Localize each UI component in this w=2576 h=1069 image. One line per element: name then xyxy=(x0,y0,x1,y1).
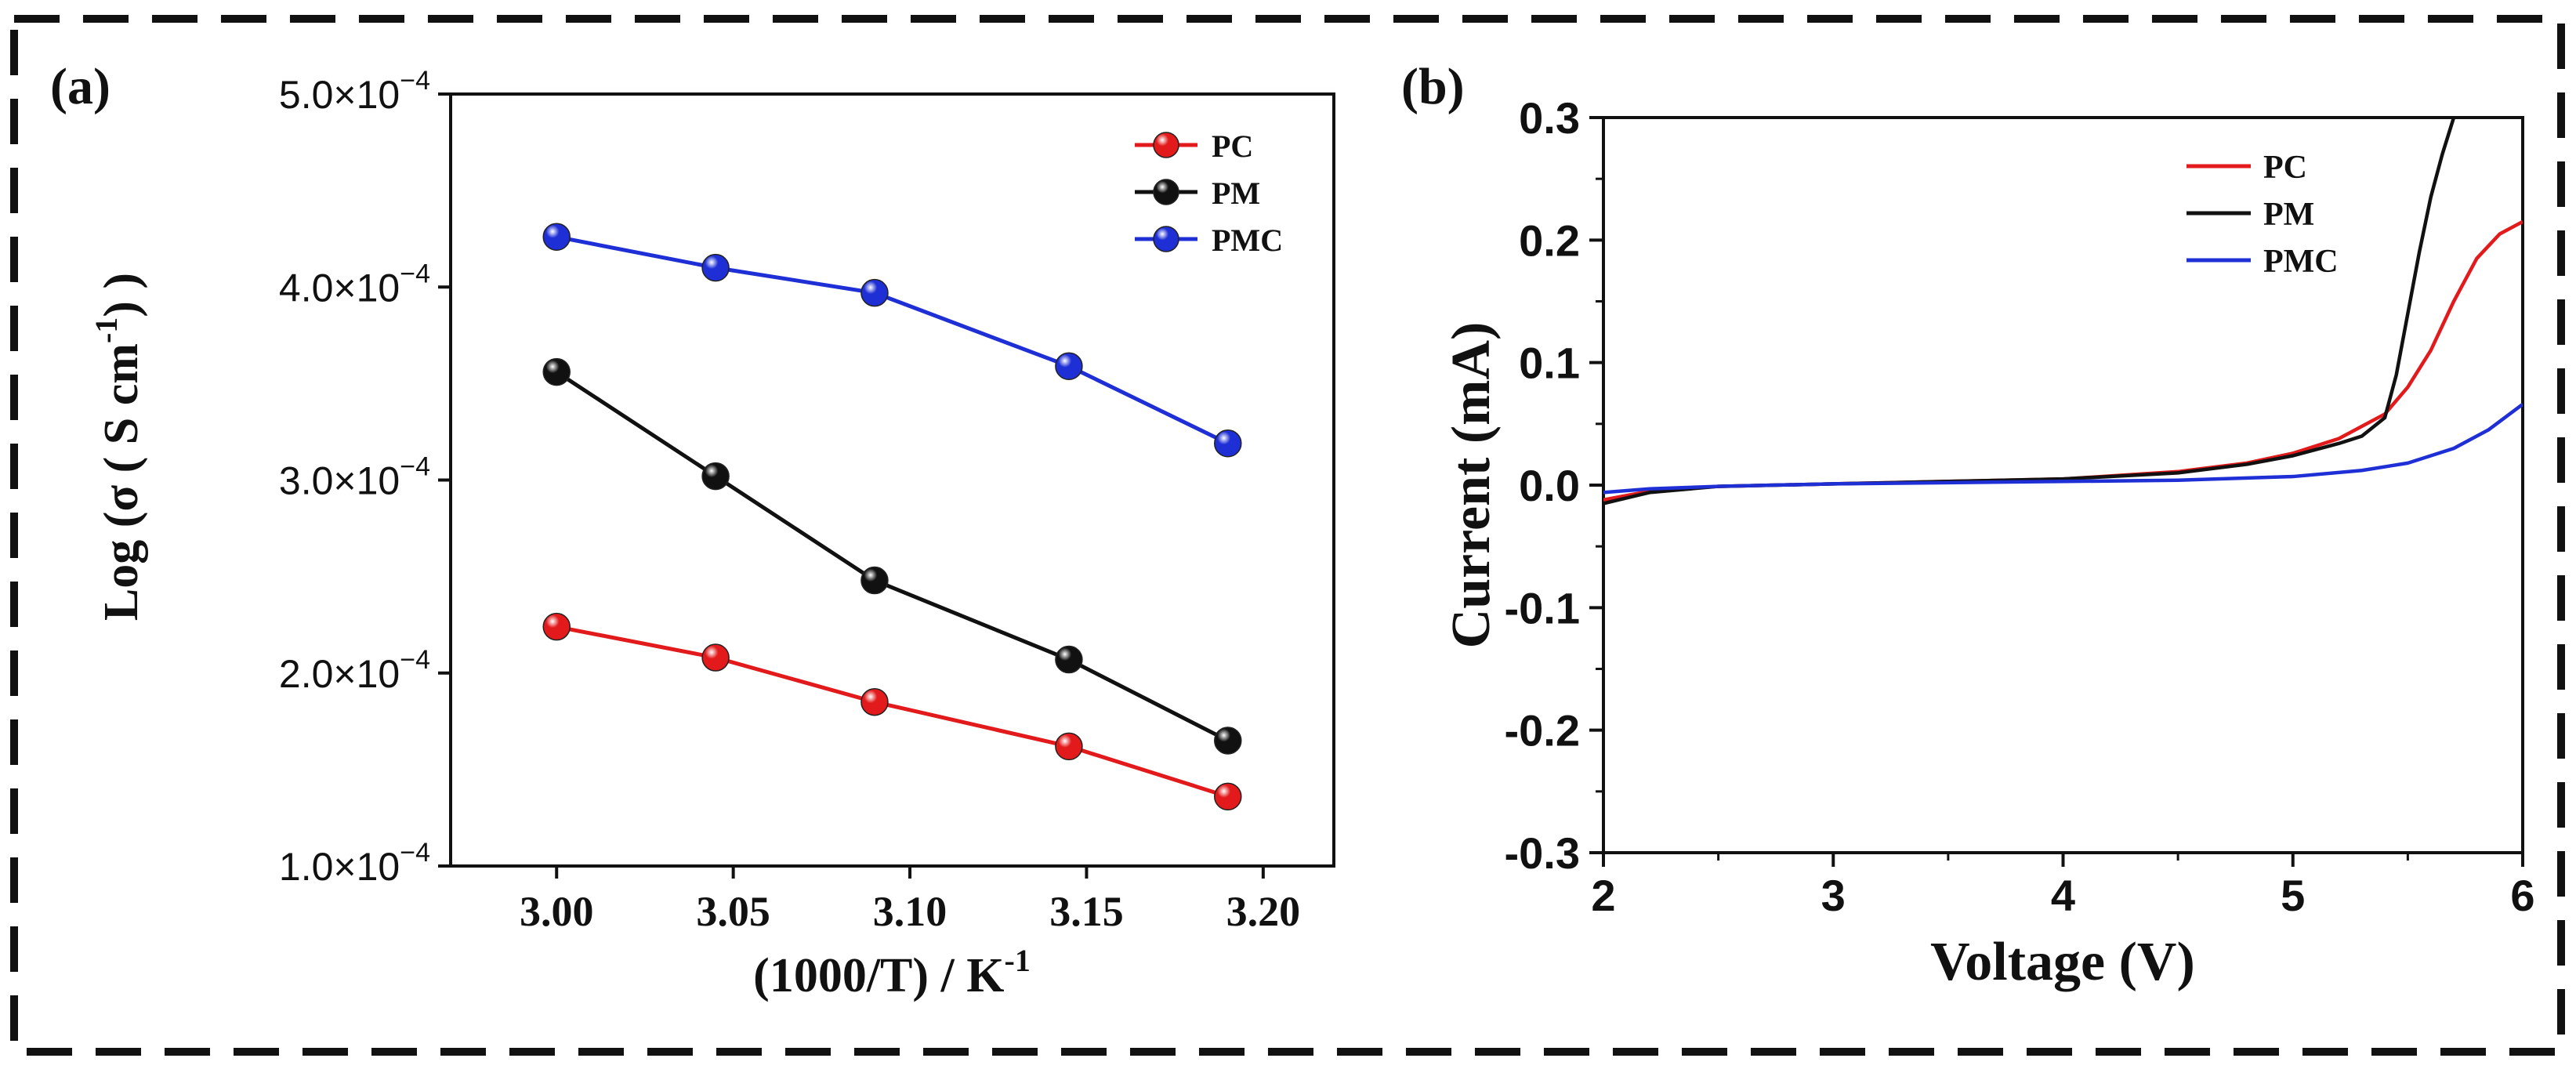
panel-a-point-pc xyxy=(701,643,730,672)
panel-a-point-pc xyxy=(542,612,571,641)
panel-a-point-pmc xyxy=(860,278,889,307)
panel-a-x-axis-title: (1000/T) / K-1 xyxy=(753,943,1031,1002)
dashed-frame xyxy=(10,15,2565,1056)
panel-a-legend-marker-pc xyxy=(1153,132,1179,158)
panel-a-point-pm xyxy=(860,566,889,595)
panel-b-y-tick-label: 0.1 xyxy=(1519,339,1580,388)
panel-b-series-line-pmc xyxy=(1603,403,2523,495)
panel-b-y-axis-title: Current (mA) xyxy=(1441,322,1502,649)
panel-a-plot-frame xyxy=(449,92,1335,868)
panel-a-point-pmc xyxy=(542,223,571,251)
panel-a-point-pm xyxy=(542,357,571,386)
panel-b-x-tick-label: 5 xyxy=(2281,871,2305,920)
panel-b-series-line-pc xyxy=(1603,219,2523,502)
panel-a-series-line-pm xyxy=(555,370,1229,743)
panel-b-x-tick-label: 3 xyxy=(1821,871,1846,920)
panel-b-x-tick-label: 4 xyxy=(2051,871,2075,920)
panel-b-x-axis-title: Voltage (V) xyxy=(1930,932,2195,992)
panel-b-y-tick-label: 0.3 xyxy=(1519,93,1580,143)
panel-a-series-line-pc xyxy=(556,625,1229,799)
panel-a-y-axis-title: Log (σ ( S cm-1) ) xyxy=(89,273,148,621)
panel-a-label: (a) xyxy=(50,58,111,115)
panel-b-legend-label-pm: PM xyxy=(2263,197,2314,233)
panel-b-y-tick-label: 0.0 xyxy=(1519,461,1580,510)
panel-a-legend-label-pm: PM xyxy=(1212,176,1260,211)
panel-a-point-pmc xyxy=(1214,429,1242,458)
panel-a-x-tick-label: 3.10 xyxy=(873,888,947,935)
panel-a-x-tick-label: 3.05 xyxy=(696,888,770,935)
panel-a: (a) 1.0×10−4 2.0×10−4 3.0×10−4 4.0×10−4 5.0×… xyxy=(50,58,1335,1002)
panel-b-y-tick-label: -0.1 xyxy=(1505,583,1581,632)
panel-b-series-line-pm xyxy=(1603,118,2456,506)
panel-a-x-tick-label: 3.15 xyxy=(1049,888,1124,935)
panel-a-y-tick-label: 4.0×10−4 xyxy=(279,259,430,310)
panel-a-point-pm xyxy=(1055,645,1083,674)
panel-a-point-pmc xyxy=(701,253,730,282)
panel-b-label: (b) xyxy=(1401,58,1465,115)
panel-a-point-pm xyxy=(1214,727,1242,755)
panel-b-x-tick-label: 6 xyxy=(2510,871,2534,920)
panel-b-y-tick-label: -0.2 xyxy=(1505,706,1581,756)
panel-b-legend-label-pc: PC xyxy=(2263,150,2307,186)
panel-b-y-tick-label: -0.3 xyxy=(1505,828,1581,878)
panel-a-y-tick-label: 3.0×10−4 xyxy=(279,452,430,503)
panel-a-legend-label-pc: PC xyxy=(1212,129,1253,164)
panel-a-legend-label-pmc: PMC xyxy=(1212,223,1283,258)
panel-b-legend-label-pmc: PMC xyxy=(2263,244,2339,280)
panel-a-point-pm xyxy=(701,462,730,491)
panel-a-point-pc xyxy=(860,687,889,716)
panel-a-legend-marker-pm xyxy=(1153,179,1179,205)
panel-b-x-tick-label: 2 xyxy=(1591,871,1615,920)
panel-a-point-pc xyxy=(1055,732,1083,761)
panel-a-point-pc xyxy=(1214,782,1242,811)
panel-a-x-tick-label: 3.00 xyxy=(520,888,594,935)
panel-a-legend-marker-pmc xyxy=(1153,226,1179,252)
panel-b: (b) -0.3 -0.2 -0.1 0.0 0.1 0.2 0.3 2 3 4 5 6 PC PM P… xyxy=(1401,58,2535,992)
panel-a-series-line-pmc xyxy=(556,234,1229,445)
panel-a-point-pmc xyxy=(1055,352,1083,380)
panel-a-y-tick-label: 5.0×10−4 xyxy=(279,66,430,117)
panel-a-x-tick-label: 3.20 xyxy=(1226,888,1301,935)
panel-a-y-tick-label: 1.0×10−4 xyxy=(279,838,430,889)
panel-b-y-tick-label: 0.2 xyxy=(1519,216,1580,265)
panel-a-y-tick-label: 2.0×10−4 xyxy=(279,645,430,696)
